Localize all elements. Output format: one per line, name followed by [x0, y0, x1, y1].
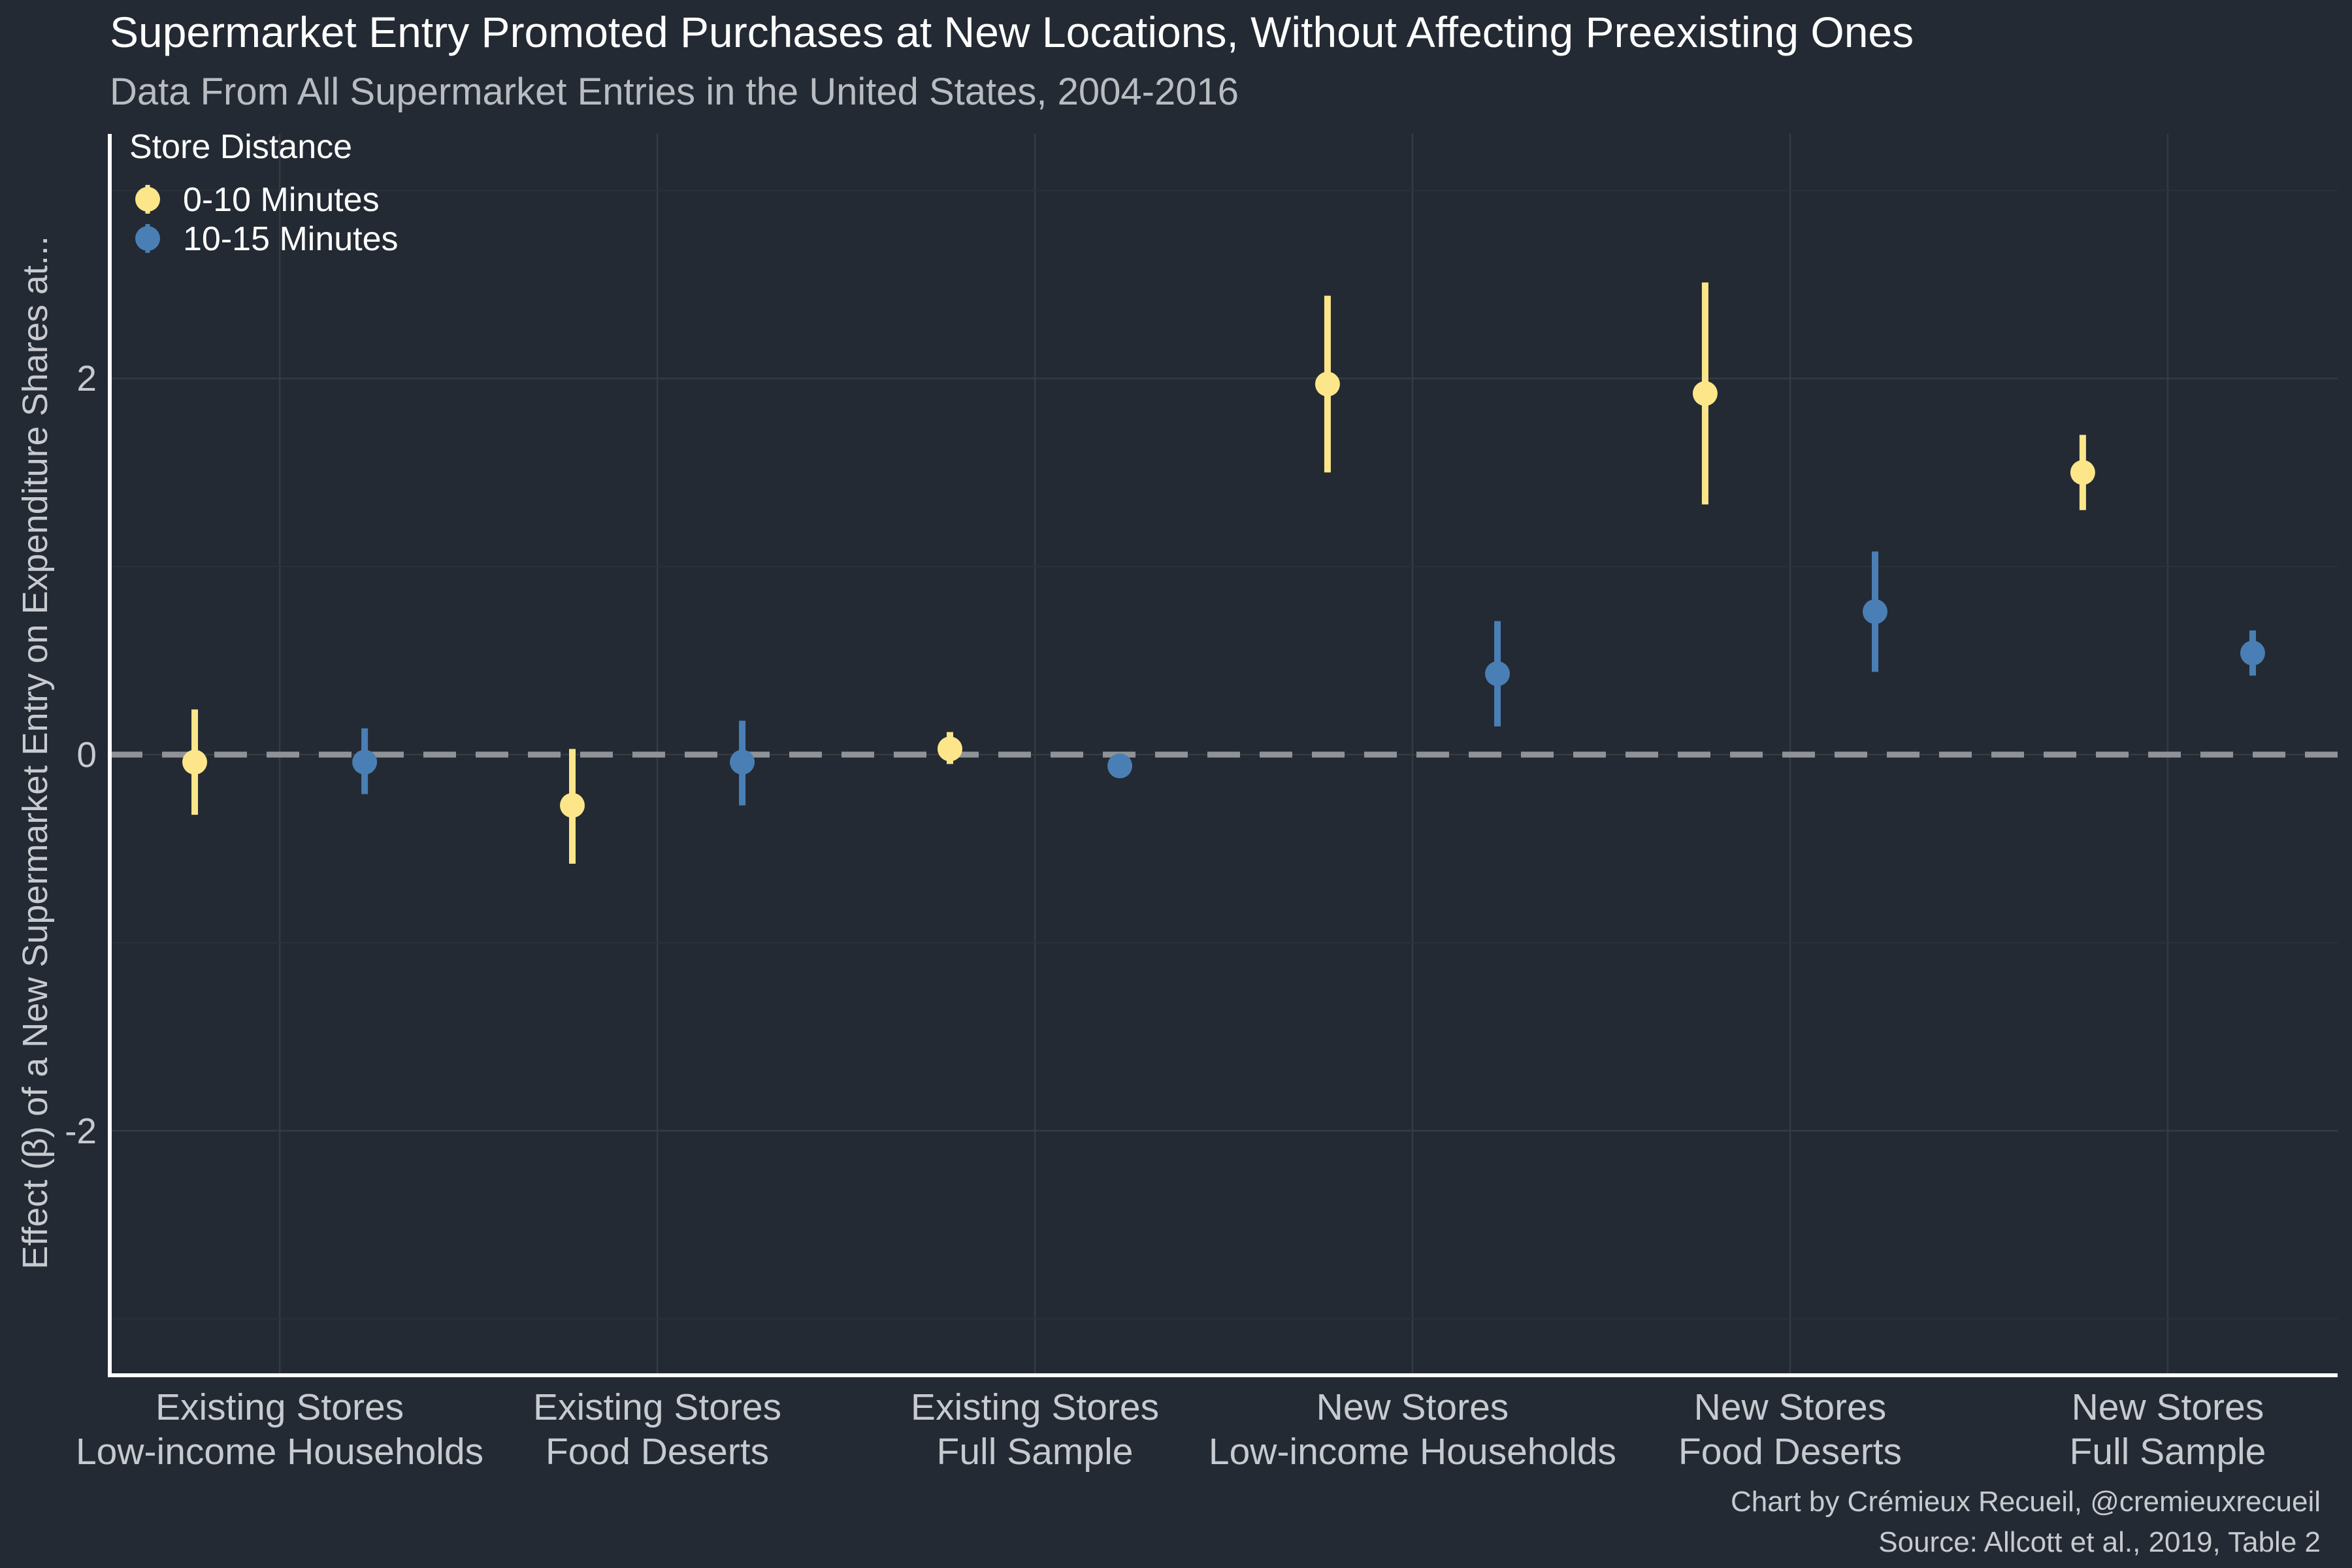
y-tick-label: 0	[76, 734, 97, 775]
caption-credit: Chart by Crémieux Recueil, @cremieuxrecu…	[1731, 1486, 2321, 1518]
data-point	[1315, 371, 1340, 397]
data-point	[2070, 460, 2095, 485]
data-point	[730, 749, 755, 775]
x-tick-label: Full Sample	[937, 1431, 1134, 1473]
x-tick-label: Low-income Households	[1209, 1431, 1616, 1473]
data-point	[937, 736, 962, 762]
x-tick-label: Low-income Households	[76, 1431, 483, 1473]
y-tick-label: 2	[76, 358, 97, 399]
data-point	[560, 792, 585, 818]
chart-subtitle: Data From All Supermarket Entries in the…	[110, 71, 1239, 113]
legend-key-point	[135, 187, 160, 212]
data-point	[1485, 661, 1511, 687]
data-point	[1692, 381, 1718, 406]
legend-label: 10-15 Minutes	[183, 220, 399, 258]
x-tick-label: Existing Stores	[911, 1386, 1159, 1428]
data-point	[1862, 599, 1887, 625]
data-point	[2240, 640, 2265, 666]
chart-title: Supermarket Entry Promoted Purchases at …	[110, 8, 1914, 56]
x-tick-label: Existing Stores	[155, 1386, 404, 1428]
x-tick-label: Existing Stores	[533, 1386, 781, 1428]
data-point	[182, 749, 208, 775]
x-tick-label: New Stores	[1316, 1386, 1509, 1428]
data-point	[352, 749, 378, 775]
y-tick-label: -2	[65, 1111, 97, 1151]
y-axis-title: Effect (β) of a New Supermarket Entry on…	[16, 236, 55, 1269]
x-tick-label: Food Deserts	[546, 1431, 769, 1473]
caption-source: Source: Allcott et al., 2019, Table 2	[1878, 1526, 2321, 1558]
x-tick-label: New Stores	[1694, 1386, 1887, 1428]
data-point	[1107, 753, 1133, 779]
axes	[108, 134, 2338, 1377]
data-marks	[182, 282, 2265, 864]
legend-label: 0-10 Minutes	[183, 181, 380, 219]
legend-title: Store Distance	[129, 128, 352, 166]
x-tick-label: New Stores	[2072, 1386, 2264, 1428]
x-tick-label: Full Sample	[2069, 1431, 2266, 1473]
x-tick-label: Food Deserts	[1678, 1431, 1902, 1473]
legend-key-point	[135, 226, 160, 251]
y-tick-labels: -2 0 2	[65, 358, 97, 1151]
